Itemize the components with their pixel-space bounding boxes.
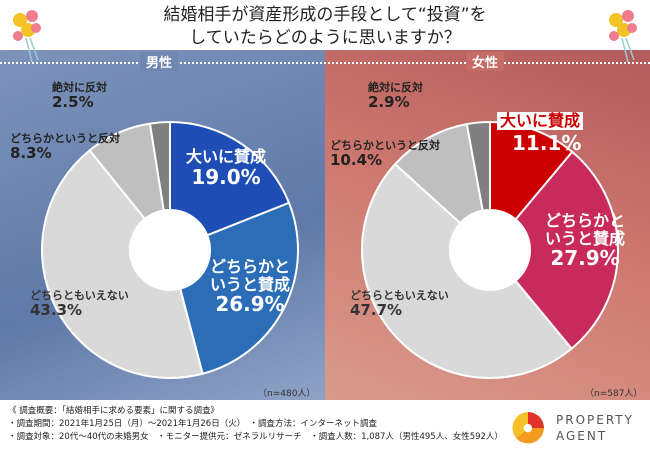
label-female-strongly-against: 絶対に反対 2.9% [368, 81, 423, 112]
male-heading: 男性 [140, 52, 179, 71]
label-female-strongly-for-value: 11.1% [512, 131, 582, 155]
title-line-2: していたらどのように思いますか？ [189, 28, 461, 48]
label-male-neutral: どちらともいえない 43.3% [30, 289, 129, 320]
footer-line: ・調査対象：20代～40代の未婚男女 ・モニター提供元：ゼネラルリサーチ ・調査… [8, 432, 503, 442]
footer-line: ・調査期間：2021年1月25日（月）～2021年1月26日（火） ・調査方法：… [8, 419, 377, 429]
brand-name: PROPERTY AGENT [556, 413, 634, 443]
label-female-strongly-for: 大いに賛成 [497, 112, 584, 130]
bouquet-icon [604, 6, 642, 64]
donut-hole [450, 210, 530, 290]
label-female-somewhat-against: どちらかというと反対 10.4% [330, 139, 440, 170]
donut-hole [130, 210, 210, 290]
female-heading: 女性 [466, 52, 505, 71]
property-agent-logo-icon [512, 412, 544, 444]
page-title: 結婚相手が資産形成の手段として“投資”を していたらどのように思いますか？ [0, 4, 650, 50]
bouquet-icon [8, 6, 46, 64]
footer-line: 《 調査概要：「結婚相手に求める要素」に関する調査》 [8, 406, 219, 416]
label-male-somewhat-for: どちらかと いうと賛成 26.9% [210, 257, 291, 317]
divider [0, 62, 650, 64]
survey-footer: 《 調査概要：「結婚相手に求める要素」に関する調査》・調査期間：2021年1月2… [8, 405, 503, 444]
male-sample: （n=480人） [258, 389, 316, 399]
label-male-strongly-for: 大いに賛成 19.0% [186, 147, 267, 189]
title-line-1: 結婚相手が資産形成の手段として“投資”を [163, 5, 487, 25]
label-male-somewhat-against: どちらかというと反対 8.3% [10, 132, 120, 163]
label-male-strongly-against: 絶対に反対 2.5% [52, 81, 107, 112]
label-female-neutral: どちらともいえない 47.7% [350, 289, 449, 320]
female-sample: （n=587人） [585, 389, 643, 399]
label-female-somewhat-for: どちらかと いうと賛成 27.9% [545, 211, 626, 271]
